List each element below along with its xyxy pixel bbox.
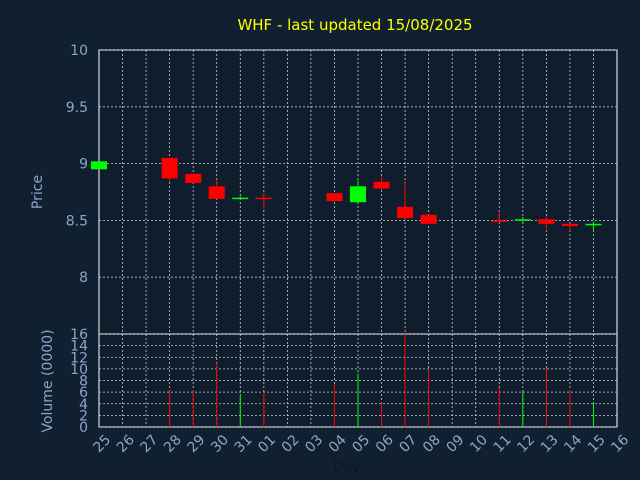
x-tick-label: 11 bbox=[491, 432, 515, 456]
price-axis-label: Price bbox=[30, 175, 46, 209]
candle-body bbox=[326, 193, 343, 202]
candle-body bbox=[91, 161, 107, 170]
price-y-ticks: 10 9.5 9 8.5 8 bbox=[66, 43, 88, 286]
price-tick-label: 10 bbox=[70, 43, 88, 59]
x-tick-label: 03 bbox=[302, 432, 326, 456]
candle-body bbox=[561, 223, 578, 227]
price-tick-label: 9.5 bbox=[66, 100, 88, 116]
candle-body bbox=[538, 219, 555, 224]
x-tick-label: 01 bbox=[255, 432, 279, 456]
x-axis-label: Day bbox=[333, 459, 361, 475]
x-tick-label: 05 bbox=[349, 432, 373, 456]
volume-axis-label: Volume (0000) bbox=[40, 329, 56, 432]
x-tick-label: 08 bbox=[420, 432, 444, 456]
x-tick-label: 15 bbox=[585, 432, 609, 456]
price-tick-label: 9 bbox=[79, 157, 88, 173]
x-tick-label: 09 bbox=[444, 432, 468, 456]
x-tick-label: 10 bbox=[467, 432, 491, 456]
x-tick-label: 26 bbox=[114, 432, 138, 456]
volume-tick-label: 10 bbox=[70, 362, 88, 378]
volume-tick-label: 8 bbox=[79, 374, 88, 390]
x-tick-label: 13 bbox=[538, 432, 562, 456]
x-tick-label: 28 bbox=[161, 432, 185, 456]
x-tick-label: 16 bbox=[608, 432, 632, 456]
volume-tick-label: 0 bbox=[79, 420, 88, 436]
volume-bars bbox=[169, 334, 594, 427]
x-tick-label: 06 bbox=[373, 432, 397, 456]
candle-body bbox=[373, 181, 390, 189]
x-tick-label: 30 bbox=[208, 432, 232, 456]
volume-tick-label: 6 bbox=[79, 385, 88, 401]
x-tick-label: 25 bbox=[90, 432, 114, 456]
volume-tick-label: 16 bbox=[70, 327, 88, 343]
price-tick-label: 8.5 bbox=[66, 213, 88, 229]
x-tick-label: 31 bbox=[232, 432, 256, 456]
candle-body bbox=[585, 223, 602, 226]
candles bbox=[91, 157, 602, 232]
price-tick-label: 8 bbox=[79, 270, 88, 286]
candle-body bbox=[397, 206, 414, 219]
volume-tick-label: 14 bbox=[70, 339, 88, 355]
volume-tick-label: 12 bbox=[70, 350, 88, 366]
candle-body bbox=[491, 220, 508, 222]
candle-body bbox=[232, 197, 249, 200]
x-tick-label: 27 bbox=[137, 432, 161, 456]
volume-tick-label: 2 bbox=[79, 408, 88, 424]
x-tick-label: 02 bbox=[279, 432, 303, 456]
x-tick-label: 07 bbox=[396, 432, 420, 456]
price-panel: 10 9.5 9 8.5 8 Price bbox=[30, 43, 618, 335]
candle-body bbox=[185, 173, 202, 183]
x-tick-label: 29 bbox=[185, 432, 209, 456]
x-tick-label: 14 bbox=[561, 432, 585, 456]
candle-body bbox=[514, 219, 531, 221]
volume-tick-label: 4 bbox=[79, 397, 88, 413]
x-tick-label: 12 bbox=[514, 432, 538, 456]
candle-body bbox=[420, 214, 437, 224]
x-ticks: 25 26 27 28 29 30 31 01 02 03 04 05 06 07 08 09 10 11 12 13… bbox=[90, 432, 632, 456]
chart-title: WHF - last updated 15/08/2025 bbox=[237, 16, 472, 34]
candle-body bbox=[350, 186, 366, 203]
x-tick-label: 04 bbox=[326, 432, 350, 456]
candle-body bbox=[208, 186, 225, 199]
candle-body bbox=[161, 157, 178, 179]
candle-body bbox=[255, 197, 272, 200]
